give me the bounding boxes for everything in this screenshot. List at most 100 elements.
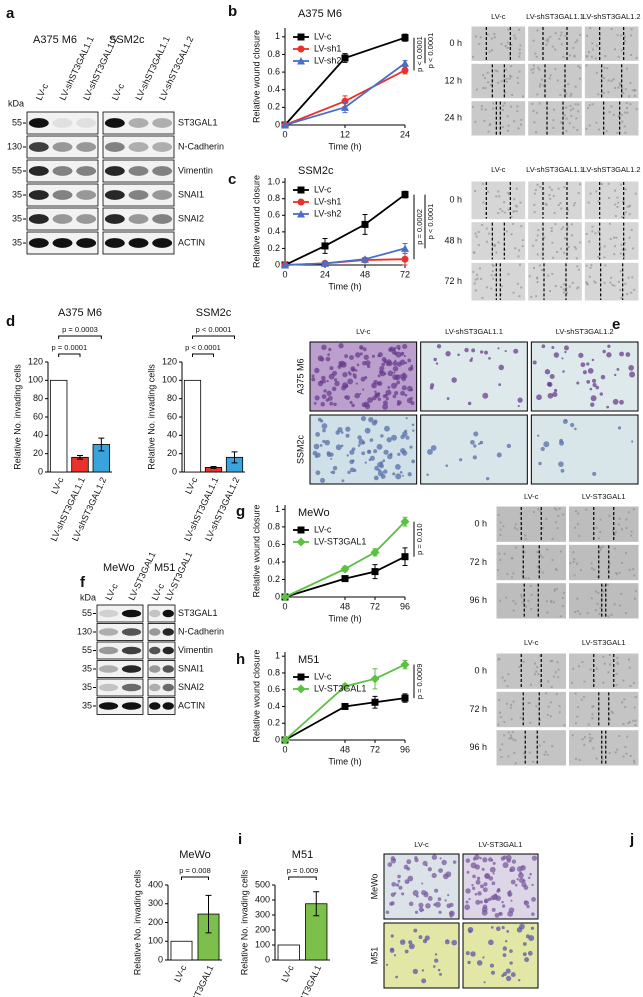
cell-speck <box>501 108 504 111</box>
stained-cell <box>363 354 369 360</box>
legend-label: LV-c <box>314 671 332 681</box>
stained-cell <box>399 359 406 366</box>
cell-speck <box>530 68 533 71</box>
cell-speck <box>588 736 591 739</box>
blot-band <box>121 702 142 710</box>
cell-speck <box>498 552 501 555</box>
cell-speck <box>549 715 552 718</box>
cell-speck <box>538 264 541 267</box>
cell-speck <box>552 119 555 122</box>
stained-cell <box>410 401 415 406</box>
cell-speck <box>624 88 627 91</box>
stained-cell <box>405 417 408 420</box>
cell-speck <box>474 120 477 123</box>
cell-speck <box>514 762 517 765</box>
stained-cell <box>488 939 494 946</box>
cell-speck <box>505 77 508 80</box>
cell-speck <box>633 94 636 97</box>
stained-cell <box>496 452 502 458</box>
stained-cell <box>395 376 399 379</box>
cell-speck <box>607 671 610 674</box>
y-tick-label: 100 <box>148 936 163 946</box>
stained-cell <box>377 374 381 378</box>
cell-speck <box>497 241 500 244</box>
cell-speck <box>486 286 489 289</box>
stained-cell <box>314 367 320 374</box>
stained-cell <box>408 901 414 907</box>
cell-speck <box>575 510 578 513</box>
y-tick-label: 1.0 <box>267 177 280 187</box>
stained-cell <box>427 867 432 872</box>
cell-speck <box>585 508 588 511</box>
lane-label: LV-c <box>34 81 51 101</box>
stained-cell <box>421 889 427 896</box>
stained-cell <box>349 400 353 404</box>
stained-cell <box>505 968 511 974</box>
stained-cell <box>418 902 424 908</box>
cell-speck <box>538 744 541 747</box>
stained-cell <box>502 862 509 869</box>
stained-cell <box>444 899 447 902</box>
cell-speck <box>579 77 582 80</box>
cell-speck <box>602 585 605 588</box>
cell-speck <box>486 240 489 243</box>
row-label: 72 h <box>444 276 462 286</box>
cell-speck <box>498 699 501 702</box>
cell-speck <box>627 511 630 514</box>
cell-speck <box>568 54 571 57</box>
y-tick-label: 0.6 <box>267 539 280 549</box>
cell-speck <box>622 255 625 258</box>
cell-speck <box>550 188 553 191</box>
stained-cell <box>502 953 507 958</box>
cell-speck <box>611 711 614 714</box>
stained-cell <box>334 380 340 387</box>
stained-cell <box>429 385 434 390</box>
data-point <box>401 34 409 42</box>
data-point <box>401 59 409 67</box>
cell-speck <box>510 65 513 68</box>
cell-speck <box>538 85 541 88</box>
stained-cell <box>471 883 474 887</box>
cell-speck <box>591 225 594 228</box>
cell-speck <box>577 706 580 709</box>
cell-speck <box>564 34 567 37</box>
row-label: 96 h <box>469 595 487 605</box>
cell-speck <box>565 92 568 95</box>
y-tick-label: 0.4 <box>267 226 280 236</box>
blot-strip <box>96 604 144 623</box>
cell-speck <box>499 521 502 524</box>
stained-cell <box>488 857 493 862</box>
cell-speck <box>519 716 522 719</box>
stained-cell <box>536 394 542 401</box>
cell-speck <box>508 193 511 196</box>
cell-speck <box>548 77 551 80</box>
cell-speck <box>545 517 548 520</box>
stained-cell <box>390 934 394 938</box>
blot-strip <box>96 660 144 678</box>
stained-cell <box>523 900 528 904</box>
stained-cell <box>385 396 389 401</box>
stained-cell <box>371 354 375 358</box>
row-label: 24 h <box>444 113 462 123</box>
cell-speck <box>629 754 632 757</box>
blot-band <box>149 646 161 655</box>
cell-speck <box>616 205 619 208</box>
cell-speck <box>552 256 555 259</box>
cell-speck <box>495 195 498 198</box>
stained-cell <box>408 366 413 372</box>
blot-band <box>121 646 142 655</box>
cell-speck <box>635 108 638 111</box>
cell-speck <box>536 29 539 32</box>
column-label: LV-c <box>524 492 539 501</box>
stained-cell <box>314 395 320 401</box>
cell-speck <box>549 660 552 663</box>
cell-speck <box>581 738 584 741</box>
cell-speck <box>500 285 503 288</box>
blot-band <box>149 702 161 710</box>
cell-speck <box>624 746 627 749</box>
cell-speck <box>615 572 618 575</box>
row-label: 12 h <box>444 75 462 85</box>
cell-speck <box>559 93 562 96</box>
cell-speck <box>511 557 514 560</box>
cell-speck <box>514 739 517 742</box>
